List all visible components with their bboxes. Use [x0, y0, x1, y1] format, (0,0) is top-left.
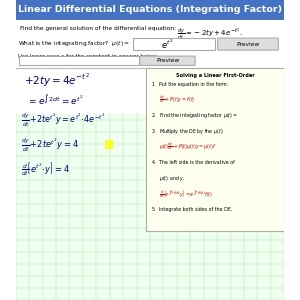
Text: Preview: Preview: [236, 42, 260, 46]
Text: $\mu(t)$ and $y$.: $\mu(t)$ and $y$.: [159, 174, 186, 183]
FancyBboxPatch shape: [105, 140, 113, 149]
FancyBboxPatch shape: [16, 0, 284, 20]
Text: 1.: 1.: [151, 82, 156, 87]
Text: 3.: 3.: [151, 129, 156, 134]
FancyBboxPatch shape: [133, 38, 215, 50]
Text: Preview: Preview: [156, 58, 179, 63]
Text: $\frac{d}{dt}\!\left[e^{t^2}\!\cdot\!y\right] = 4$: $\frac{d}{dt}\!\left[e^{t^2}\!\cdot\!y\r…: [21, 160, 70, 178]
Text: $\frac{dy}{dt} + P(t)y = f(t)$: $\frac{dy}{dt} + P(t)y = f(t)$: [159, 94, 196, 106]
Text: $\mu(t)\frac{dy}{dt} + P(t)\mu(t)y = \mu(t)f$: $\mu(t)\frac{dy}{dt} + P(t)\mu(t)y = \mu…: [159, 141, 217, 153]
Text: $+2ty = 4e^{-t^2}$: $+2ty = 4e^{-t^2}$: [24, 71, 90, 89]
Text: $\frac{dy}{dt} = -2ty + 4e^{-t^2}.$: $\frac{dy}{dt} = -2ty + 4e^{-t^2}.$: [177, 26, 242, 41]
Text: Multiply the DE by the $\mu(t)$.: Multiply the DE by the $\mu(t)$.: [159, 127, 225, 136]
FancyBboxPatch shape: [19, 56, 139, 65]
FancyBboxPatch shape: [16, 68, 284, 300]
Text: Integrate both sides of the DE.: Integrate both sides of the DE.: [159, 207, 232, 212]
Text: $\frac{d}{dt}\left[e^{\int\!P(t)dt}y\right]=e^{\int\!P(t)dt}f(t)$: $\frac{d}{dt}\left[e^{\int\!P(t)dt}y\rig…: [159, 188, 214, 200]
Text: The left side is the derivative of: The left side is the derivative of: [159, 160, 235, 165]
Text: $\frac{dy}{dt}\!+\!2te^{t^2}y = e^{t^2}\!\cdot\!4e^{-t^2}$: $\frac{dy}{dt}\!+\!2te^{t^2}y = e^{t^2}\…: [21, 112, 106, 130]
Text: Put the equation in the form:: Put the equation in the form:: [159, 82, 229, 87]
Text: $= e^{\int 2dt} = e^{t^2}$: $= e^{\int 2dt} = e^{t^2}$: [26, 92, 83, 107]
FancyBboxPatch shape: [16, 20, 284, 114]
Text: $\frac{dy}{dt}\!+\!2te^{t^2}y = 4$: $\frac{dy}{dt}\!+\!2te^{t^2}y = 4$: [21, 136, 79, 154]
FancyBboxPatch shape: [218, 38, 278, 50]
FancyBboxPatch shape: [146, 68, 284, 231]
Text: 5.: 5.: [151, 207, 156, 212]
Text: 2.: 2.: [151, 113, 156, 118]
Text: Find the integrating factor $\mu(t) =$: Find the integrating factor $\mu(t) =$: [159, 111, 238, 120]
Text: $e^{t^2}$: $e^{t^2}$: [161, 38, 174, 51]
Text: Find the general solution of the differential equation:: Find the general solution of the differe…: [20, 26, 176, 31]
Text: 4.: 4.: [151, 160, 156, 165]
Text: Linear Differential Equations (Integrating Factor): Linear Differential Equations (Integrati…: [18, 5, 282, 14]
Text: Solving a Linear First-Order: Solving a Linear First-Order: [176, 73, 254, 78]
Text: Use lower case c for the constant in answer below.: Use lower case c for the constant in ans…: [19, 54, 158, 59]
FancyBboxPatch shape: [140, 56, 195, 65]
Text: What is the integrating factor?  $\mu(t) =$: What is the integrating factor? $\mu(t) …: [19, 39, 130, 48]
